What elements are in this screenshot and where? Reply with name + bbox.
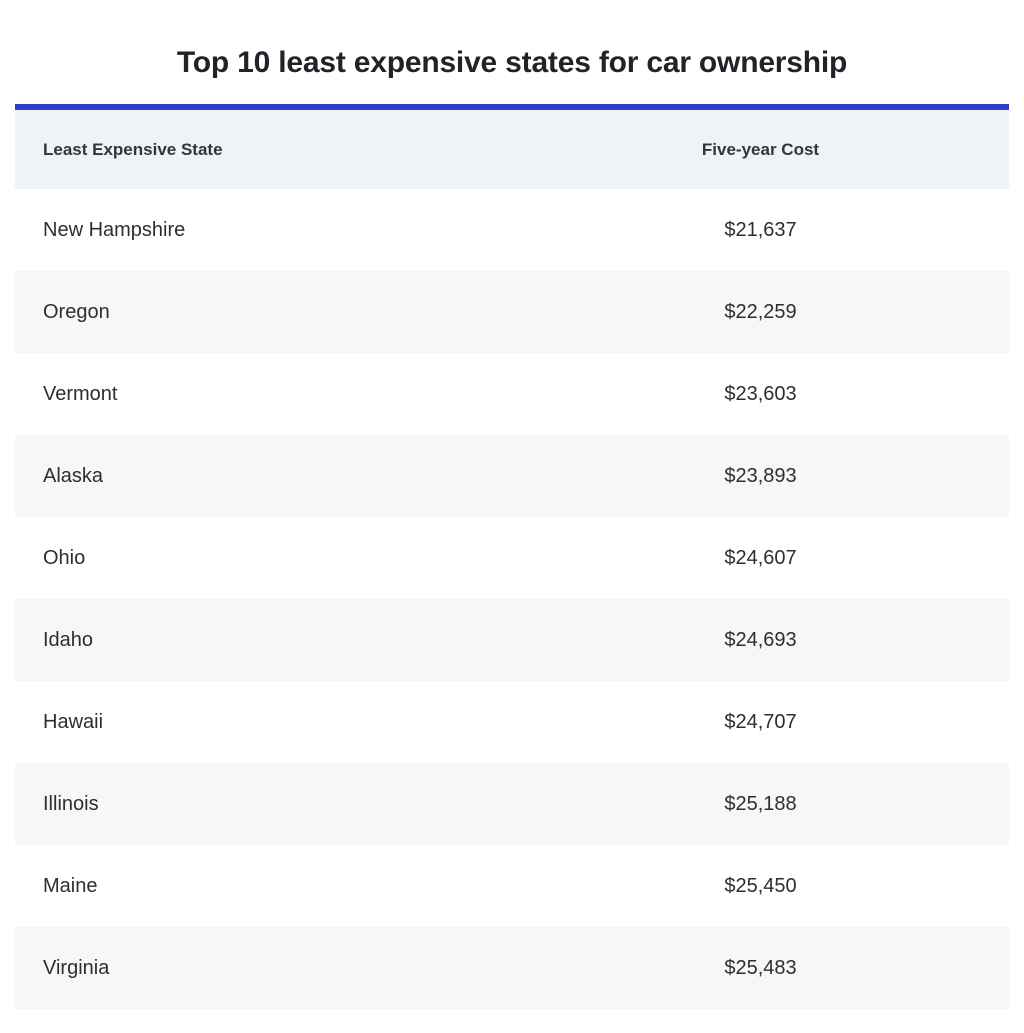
- state-name: Idaho: [43, 628, 94, 651]
- state-name: Alaska: [43, 464, 104, 487]
- cost-value: $25,450: [724, 874, 797, 897]
- state-name: Oregon: [43, 300, 110, 323]
- cost-value: $24,707: [724, 710, 797, 733]
- state-name: Virginia: [43, 956, 110, 979]
- state-name: Illinois: [43, 792, 99, 815]
- cost-value: $25,483: [724, 956, 797, 979]
- table-row: Idaho $24,693: [15, 599, 1009, 681]
- table-row: Virginia $25,483: [15, 927, 1009, 1009]
- state-name: Hawaii: [43, 710, 104, 733]
- table-row: Alaska $23,893: [15, 435, 1009, 517]
- state-name: Vermont: [43, 382, 118, 405]
- cost-value: $23,893: [724, 464, 797, 487]
- table-row: Vermont $23,603: [15, 353, 1009, 435]
- column-header-state: Least Expensive State: [43, 139, 223, 159]
- cost-value: $24,693: [724, 628, 797, 651]
- state-name: New Hampshire: [43, 218, 186, 241]
- table-row: Oregon $22,259: [15, 271, 1009, 353]
- cost-value: $23,603: [724, 382, 797, 405]
- table-row: Illinois $25,188: [15, 763, 1009, 845]
- table-row: Hawaii $24,707: [15, 681, 1009, 763]
- table-row: Maine $25,450: [15, 845, 1009, 927]
- table-header-row: Least Expensive State Five-year Cost: [15, 110, 1009, 189]
- page-title: Top 10 least expensive states for car ow…: [176, 46, 848, 79]
- table-row: Ohio $24,607: [15, 517, 1009, 599]
- cost-value: $22,259: [724, 300, 797, 323]
- state-name: Ohio: [43, 546, 86, 569]
- cost-table: Least Expensive State Five-year Cost New…: [15, 104, 1009, 1009]
- cost-value: $24,607: [724, 546, 797, 569]
- cost-value: $21,637: [724, 218, 797, 241]
- cost-value: $25,188: [724, 792, 797, 815]
- column-header-cost: Five-year Cost: [701, 139, 820, 159]
- table-row: New Hampshire $21,637: [15, 189, 1009, 271]
- state-name: Maine: [43, 874, 98, 897]
